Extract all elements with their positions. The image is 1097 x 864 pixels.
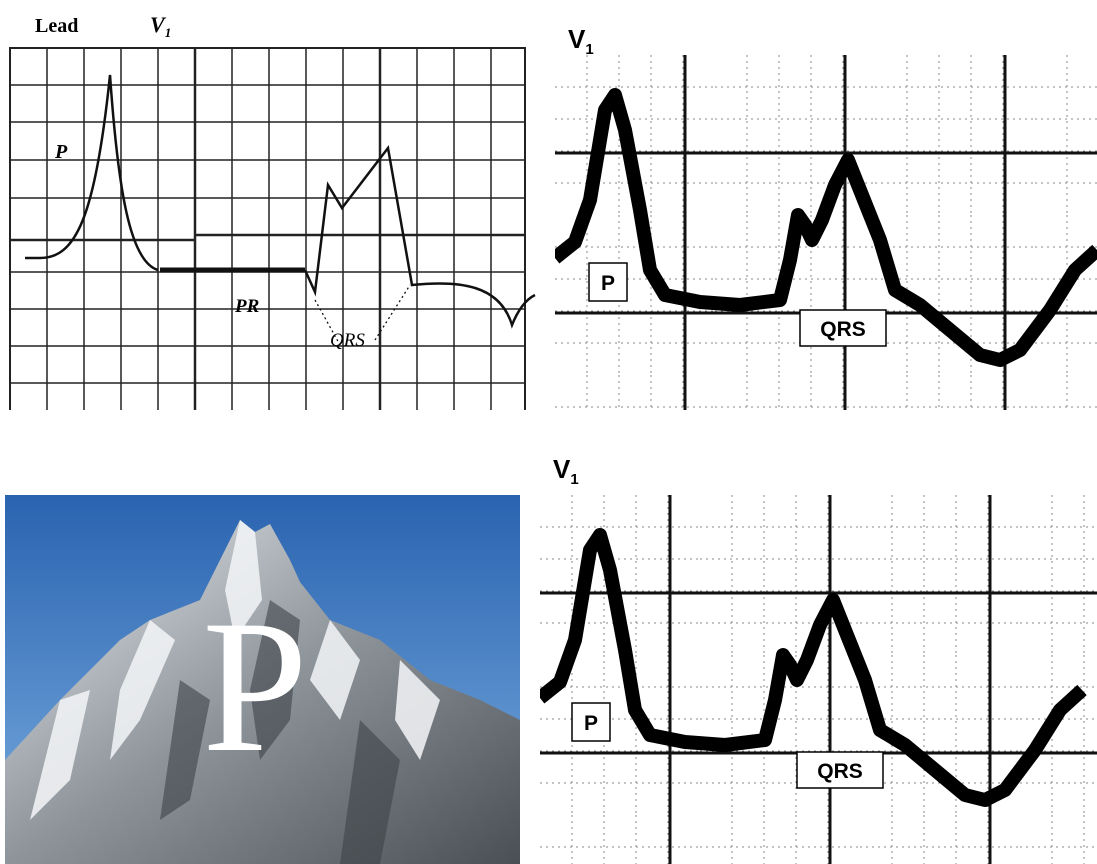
- p-label: P: [584, 712, 598, 735]
- qrs-label: QRS: [817, 760, 863, 783]
- photo-label: P: [202, 582, 308, 792]
- lead-name: V1: [568, 24, 594, 58]
- lead-name: V1: [553, 454, 579, 488]
- qrs-label: QRS: [820, 318, 866, 341]
- lead-letter: V: [150, 12, 167, 37]
- ecg-tracing: V1 P QRS: [540, 454, 1097, 864]
- diagram-title: Lead: [35, 15, 78, 37]
- p-label: P: [601, 272, 615, 295]
- lead-letter: V: [553, 454, 571, 484]
- lead-name: V1: [150, 12, 171, 40]
- mountain-photo: P: [5, 495, 520, 864]
- waveform: [555, 88, 1097, 367]
- lead-letter: V: [568, 24, 586, 54]
- waveform: [25, 74, 536, 346]
- p-label: P: [54, 141, 68, 163]
- lead-diagram: Lead V1 P PR QRS: [9, 12, 536, 410]
- ecg-tracing: V1 P QRS: [555, 24, 1097, 410]
- qrs-label: QRS: [330, 330, 365, 351]
- lead-subscript: 1: [585, 41, 593, 58]
- lead-subscript: 1: [165, 25, 172, 40]
- lead-subscript: 1: [570, 471, 578, 488]
- pr-label: PR: [234, 296, 259, 317]
- grid: [9, 47, 526, 410]
